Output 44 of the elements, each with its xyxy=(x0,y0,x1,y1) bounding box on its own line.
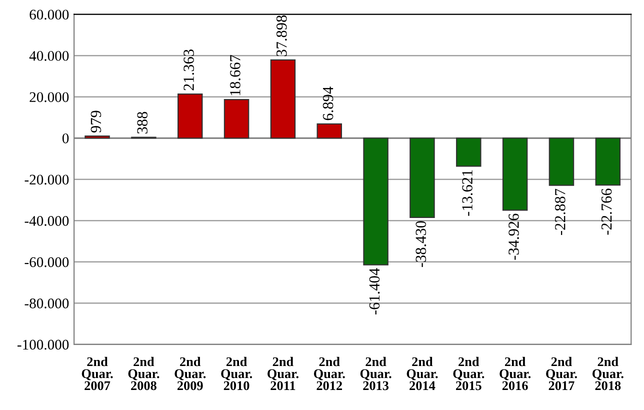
x-tick-label: 2nd Quar. 2015 xyxy=(453,356,484,390)
y-tick-label: 40.000 xyxy=(29,50,69,61)
x-tick-label: 2nd Quar. 2007 xyxy=(82,356,113,390)
y-tick-label: -100.000 xyxy=(17,340,69,350)
data-label: -61.404 xyxy=(369,268,380,314)
x-tick-label: 2nd Quar. 2018 xyxy=(592,356,624,390)
bar xyxy=(177,93,203,139)
x-tick-label: 2nd Quar. 2010 xyxy=(221,356,252,390)
bar xyxy=(548,138,574,186)
data-label: 18.667 xyxy=(230,54,240,96)
bar xyxy=(363,138,388,266)
bar xyxy=(270,59,296,139)
bar xyxy=(316,123,342,139)
bar xyxy=(410,138,435,218)
y-tick-label: -20.000 xyxy=(24,174,69,185)
y-tick-label: -60.000 xyxy=(24,257,69,268)
x-tick-label: 2nd Quar. 2017 xyxy=(546,356,577,390)
bar xyxy=(456,138,482,167)
y-tick-label: 0 xyxy=(62,133,69,144)
x-tick-label: 2nd Quar. 2008 xyxy=(128,356,160,390)
data-label: -13.621 xyxy=(462,170,473,216)
x-tick-label: 2nd Quar. 2012 xyxy=(314,356,345,390)
y-tick-label: -80.000 xyxy=(24,298,69,308)
x-tick-label: 2nd Quar. 2014 xyxy=(406,356,438,390)
y-tick-label: 60.000 xyxy=(30,10,69,20)
bar xyxy=(84,136,110,139)
x-tick-label: 2nd Quar. 2009 xyxy=(174,356,206,390)
bar xyxy=(502,138,528,211)
bar xyxy=(595,138,621,186)
x-tick-label: 2nd Quar. 2016 xyxy=(500,356,531,390)
data-label: 21.363 xyxy=(184,50,194,90)
y-tick-label: 20.000 xyxy=(30,92,69,102)
bar xyxy=(224,99,250,139)
data-label: 388 xyxy=(137,112,148,134)
data-label: -22.887 xyxy=(555,188,566,235)
y-tick-label: -40.000 xyxy=(24,216,69,226)
data-label: 979 xyxy=(90,110,102,133)
x-tick-label: 2nd Quar. 2013 xyxy=(360,356,392,390)
x-tick-label: 2nd Quar. 2011 xyxy=(268,356,298,390)
data-label: 37.898 xyxy=(276,15,287,56)
data-label: -34.926 xyxy=(508,214,519,260)
data-label: 6.894 xyxy=(322,86,334,120)
data-label: -22.766 xyxy=(601,188,612,235)
data-label: -38.430 xyxy=(416,221,426,268)
